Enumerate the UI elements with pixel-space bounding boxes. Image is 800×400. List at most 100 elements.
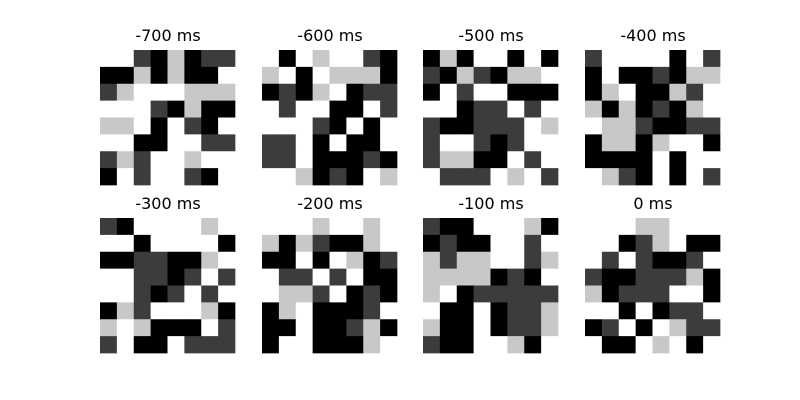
heatmap-cell <box>601 134 620 152</box>
heatmap-cell <box>456 268 474 286</box>
heatmap-cell <box>201 218 219 236</box>
heatmap-cell <box>278 50 297 68</box>
heatmap-cell <box>439 117 458 135</box>
heatmap-cell <box>669 285 687 303</box>
heatmap-cell <box>686 302 704 320</box>
heatmap-cell <box>601 117 620 135</box>
heatmap-cell <box>278 319 297 337</box>
heatmap-cell <box>507 50 525 68</box>
heatmap-cell <box>262 234 280 253</box>
heatmap-cell <box>295 336 313 354</box>
heatmap-cell <box>133 134 151 152</box>
heatmap-cell <box>201 302 219 320</box>
heatmap-cell <box>456 336 474 354</box>
heatmap-cell <box>201 251 219 269</box>
heatmap-cell <box>686 134 704 152</box>
heatmap-cell <box>278 251 297 269</box>
heatmap-cell <box>652 151 670 169</box>
heatmap-cell <box>541 234 559 253</box>
heatmap-cell <box>201 319 219 337</box>
heatmap-cell <box>686 66 704 85</box>
heatmap-cell <box>507 218 525 236</box>
heatmap-cell <box>601 66 620 85</box>
heatmap-cell <box>601 336 620 354</box>
heatmap-cell <box>669 302 687 320</box>
heatmap-cell <box>507 251 525 269</box>
heatmap-cell <box>473 319 491 337</box>
heatmap-cell <box>133 302 151 320</box>
heatmap-cell <box>423 251 441 269</box>
heatmap-cell <box>601 100 620 118</box>
heatmap-cell <box>703 285 721 303</box>
heatmap-cell <box>618 83 636 101</box>
heatmap-cell <box>703 100 721 118</box>
heatmap-cell <box>473 117 491 135</box>
heatmap-cell <box>346 285 364 303</box>
heatmap-cell <box>218 151 236 169</box>
heatmap-cell <box>150 251 168 269</box>
heatmap-cell <box>100 234 118 253</box>
heatmap-cell <box>669 117 687 135</box>
heatmap-cell <box>473 66 491 85</box>
heatmap-cell <box>312 251 330 269</box>
heatmap-cell <box>116 268 135 286</box>
heatmap-cell <box>507 302 525 320</box>
heatmap-cell <box>703 251 721 269</box>
heatmap-cell <box>329 134 347 152</box>
heatmap-cell <box>635 268 653 286</box>
heatmap-cell <box>524 83 542 101</box>
heatmap-cell <box>312 151 330 169</box>
heatmap-cell <box>703 234 721 253</box>
heatmap-cell <box>669 168 687 186</box>
heatmap-cell <box>585 234 603 253</box>
heatmap-cell <box>380 234 398 253</box>
heatmap-cell <box>100 319 118 337</box>
heatmap-cell <box>686 50 704 68</box>
heatmap-cell <box>524 66 542 85</box>
heatmap-cell <box>585 319 603 337</box>
heatmap-cell <box>541 319 559 337</box>
heatmap-cell <box>490 285 508 303</box>
heatmap-cell <box>669 251 687 269</box>
heatmap-cell <box>312 302 330 320</box>
heatmap-cell <box>541 66 559 85</box>
heatmap-cell <box>635 50 653 68</box>
heatmap-cell <box>703 151 721 169</box>
heatmap-cell <box>295 285 313 303</box>
heatmap-cell <box>380 100 398 118</box>
heatmap-cell <box>456 302 474 320</box>
heatmap-cell <box>380 285 398 303</box>
heatmap-cell <box>184 134 202 152</box>
heatmap-cell <box>100 100 118 118</box>
heatmap-cell <box>439 151 458 169</box>
heatmap-cell <box>524 218 542 236</box>
heatmap-cell <box>635 218 653 236</box>
heatmap-cell <box>262 168 280 186</box>
heatmap-cell <box>133 83 151 101</box>
heatmap-cell <box>423 168 441 186</box>
heatmap-cell <box>329 168 347 186</box>
heatmap-cell <box>116 302 135 320</box>
heatmap-cell <box>473 336 491 354</box>
heatmap-cell <box>295 218 313 236</box>
heatmap-cell <box>133 66 151 85</box>
heatmap-cell <box>150 100 168 118</box>
heatmap-cell <box>150 83 168 101</box>
heatmap-cell <box>100 218 118 236</box>
heatmap-cell <box>473 50 491 68</box>
heatmap-cell <box>635 117 653 135</box>
heatmap-cell <box>507 234 525 253</box>
heatmap-cell <box>507 134 525 152</box>
heatmap-cell <box>218 336 236 354</box>
heatmap-cell <box>585 134 603 152</box>
heatmap-cell <box>167 168 185 186</box>
heatmap-cell <box>100 134 118 152</box>
heatmap-cell <box>652 319 670 337</box>
heatmap-cell <box>218 168 236 186</box>
heatmap-cell <box>473 251 491 269</box>
heatmap-cell <box>635 134 653 152</box>
heatmap-cell <box>184 66 202 85</box>
heatmap-cell <box>329 285 347 303</box>
heatmap-cell <box>363 83 381 101</box>
